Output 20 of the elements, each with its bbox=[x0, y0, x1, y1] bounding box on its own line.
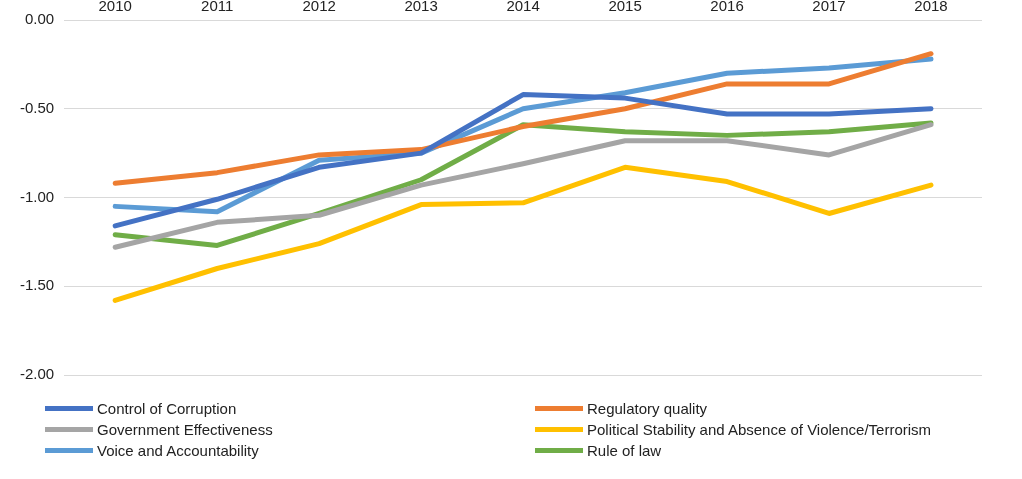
legend-label: Rule of law bbox=[587, 442, 662, 459]
x-tick-label: 2010 bbox=[98, 0, 132, 15]
legend-label: Government Effectiveness bbox=[97, 421, 273, 438]
y-tick-label: -2.00 bbox=[19, 365, 55, 383]
legend-label: Control of Corruption bbox=[97, 400, 237, 417]
x-tick-label: 2012 bbox=[302, 0, 336, 15]
x-tick-label: 2014 bbox=[506, 0, 540, 15]
legend-label: Voice and Accountability bbox=[97, 442, 259, 459]
legend-label: Regulatory quality bbox=[587, 400, 708, 417]
y-tick-label: 0.00 bbox=[24, 10, 55, 28]
x-tick-label: 2011 bbox=[201, 0, 234, 15]
y-tick-label: -0.50 bbox=[19, 98, 55, 116]
x-tick-label: 2017 bbox=[812, 0, 846, 15]
x-tick-label: 2018 bbox=[914, 0, 948, 15]
x-tick-label: 2016 bbox=[710, 0, 744, 15]
x-tick-label: 2015 bbox=[608, 0, 642, 15]
y-tick-label: -1.00 bbox=[19, 187, 55, 205]
y-tick-label: -1.50 bbox=[19, 276, 55, 294]
legend-label: Political Stability and Absence of Violence/Terrorism bbox=[587, 421, 932, 438]
x-tick-label: 2013 bbox=[404, 0, 438, 15]
